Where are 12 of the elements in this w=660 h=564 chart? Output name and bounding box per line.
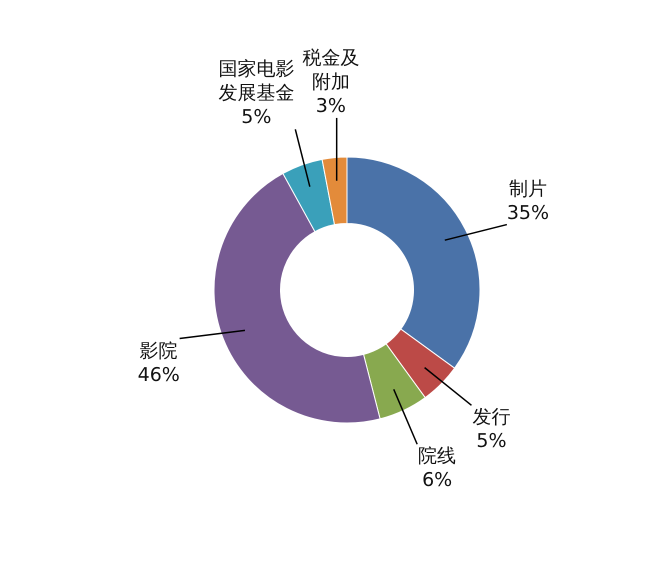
- data-label: 35%: [506, 200, 550, 225]
- data-label: 3%: [314, 94, 347, 118]
- data-label: 46%: [138, 362, 180, 387]
- data-label: 6%: [421, 468, 454, 492]
- slice-label: 影院: [138, 338, 179, 363]
- slice-label: 发行: [471, 405, 512, 430]
- data-label: 5%: [475, 429, 508, 454]
- slice-label: 国家电影发展基金: [217, 57, 296, 106]
- data-label: 5%: [240, 105, 272, 130]
- slice-label: 税金及附加: [301, 46, 360, 94]
- slice-label: 院线: [417, 444, 458, 468]
- slice-label: 制片: [508, 176, 548, 201]
